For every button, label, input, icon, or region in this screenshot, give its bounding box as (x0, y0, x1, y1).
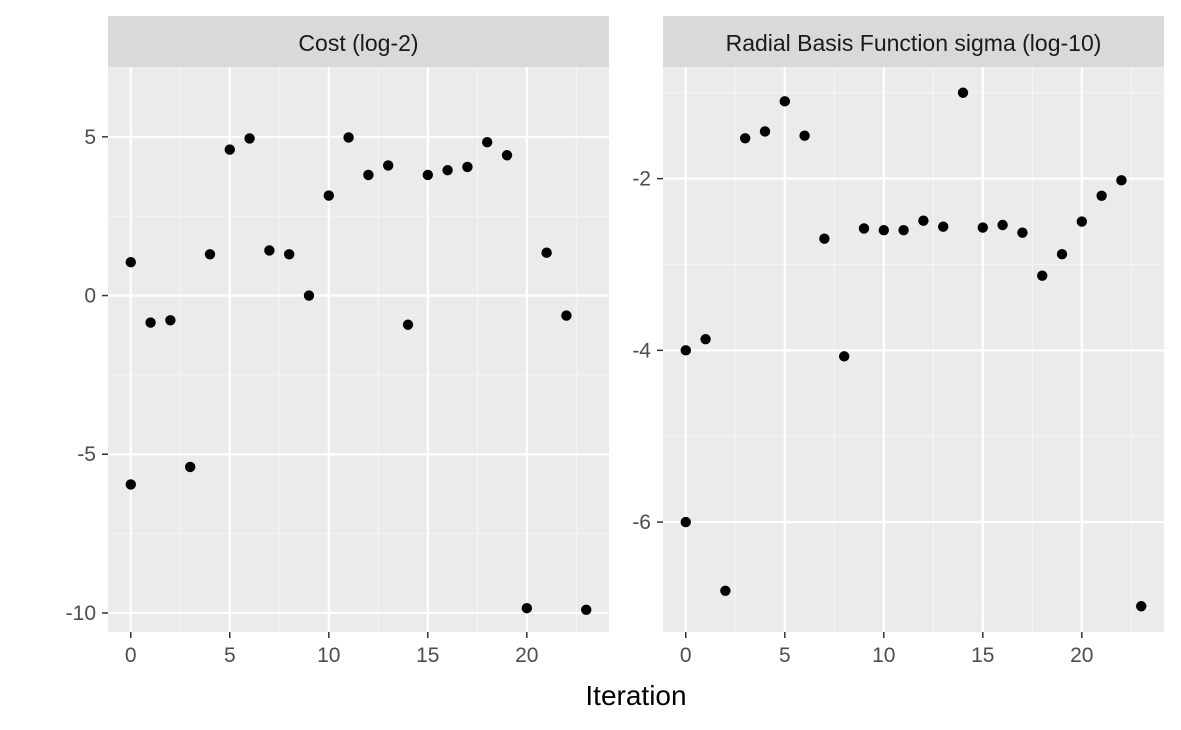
data-point (997, 219, 1008, 231)
data-point (1056, 248, 1068, 260)
data-point (204, 249, 216, 260)
data-point (1096, 190, 1107, 201)
data-point (680, 516, 691, 528)
data-point (838, 351, 850, 362)
data-point (442, 164, 453, 176)
data-point (878, 224, 889, 236)
panel-1: Cost (log-2) 0 5 10 15 20 5 0 -5 -10 (66, 16, 609, 667)
data-point (680, 345, 691, 356)
panel-background (108, 67, 609, 632)
data-point (303, 290, 315, 301)
facet-strip (663, 16, 1164, 67)
data-point (1037, 270, 1048, 281)
data-point (1136, 601, 1147, 612)
data-point (581, 604, 592, 615)
data-point (422, 169, 434, 181)
facet-title: Cost (log-2) (298, 30, 418, 56)
x-tick-label: 20 (515, 644, 538, 667)
data-point (184, 461, 196, 473)
y-tick-label: -2 (632, 168, 651, 191)
data-point (739, 133, 751, 144)
data-point (145, 317, 156, 328)
data-point (957, 87, 969, 98)
data-point (720, 585, 731, 596)
data-point (819, 233, 830, 244)
y-tick-label: -4 (632, 339, 651, 362)
data-point (482, 137, 493, 148)
facet-strip (108, 16, 609, 67)
data-point (224, 144, 235, 155)
y-tick-label: -5 (77, 443, 96, 466)
data-point (541, 247, 552, 258)
x-tick-label: 5 (779, 644, 791, 667)
data-point (898, 224, 909, 236)
data-point (1017, 227, 1028, 238)
data-point (938, 221, 949, 232)
data-point (343, 132, 354, 143)
data-point (501, 150, 513, 161)
x-tick-label: 15 (971, 644, 994, 667)
data-point (323, 190, 334, 201)
data-point (561, 310, 572, 321)
y-tick-label: -10 (66, 602, 96, 625)
x-tick-label: 10 (317, 644, 340, 667)
data-point (125, 479, 136, 490)
data-point (759, 126, 771, 137)
data-point (700, 333, 711, 345)
data-point (383, 160, 394, 171)
data-point (1116, 175, 1127, 186)
x-axis-title: Iteration (585, 680, 686, 711)
facet-title: Radial Basis Function sigma (log-10) (726, 30, 1102, 56)
x-tick-label: 5 (224, 644, 236, 667)
y-tick-label: -6 (632, 511, 651, 534)
x-tick-label: 10 (872, 644, 895, 667)
data-point (165, 315, 176, 326)
data-point (779, 96, 790, 107)
data-point (402, 319, 414, 330)
data-point (521, 602, 533, 614)
data-point (264, 245, 275, 256)
x-tick-label: 20 (1070, 644, 1093, 667)
data-point (462, 161, 473, 173)
y-tick-label: 5 (84, 126, 96, 149)
data-point (799, 130, 810, 141)
panel-2: Radial Basis Function sigma (log-10) 0 5 10… (632, 16, 1164, 667)
data-point (858, 223, 870, 234)
x-tick-label: 0 (125, 644, 137, 667)
x-tick-label: 15 (416, 644, 439, 667)
data-point (918, 215, 929, 226)
data-point (244, 133, 255, 144)
x-tick-label: 0 (680, 644, 692, 667)
data-point (977, 222, 989, 233)
y-tick-label: 0 (84, 285, 96, 308)
data-point (283, 249, 295, 260)
data-point (1076, 216, 1088, 227)
data-point (363, 169, 374, 181)
data-point (125, 257, 136, 268)
